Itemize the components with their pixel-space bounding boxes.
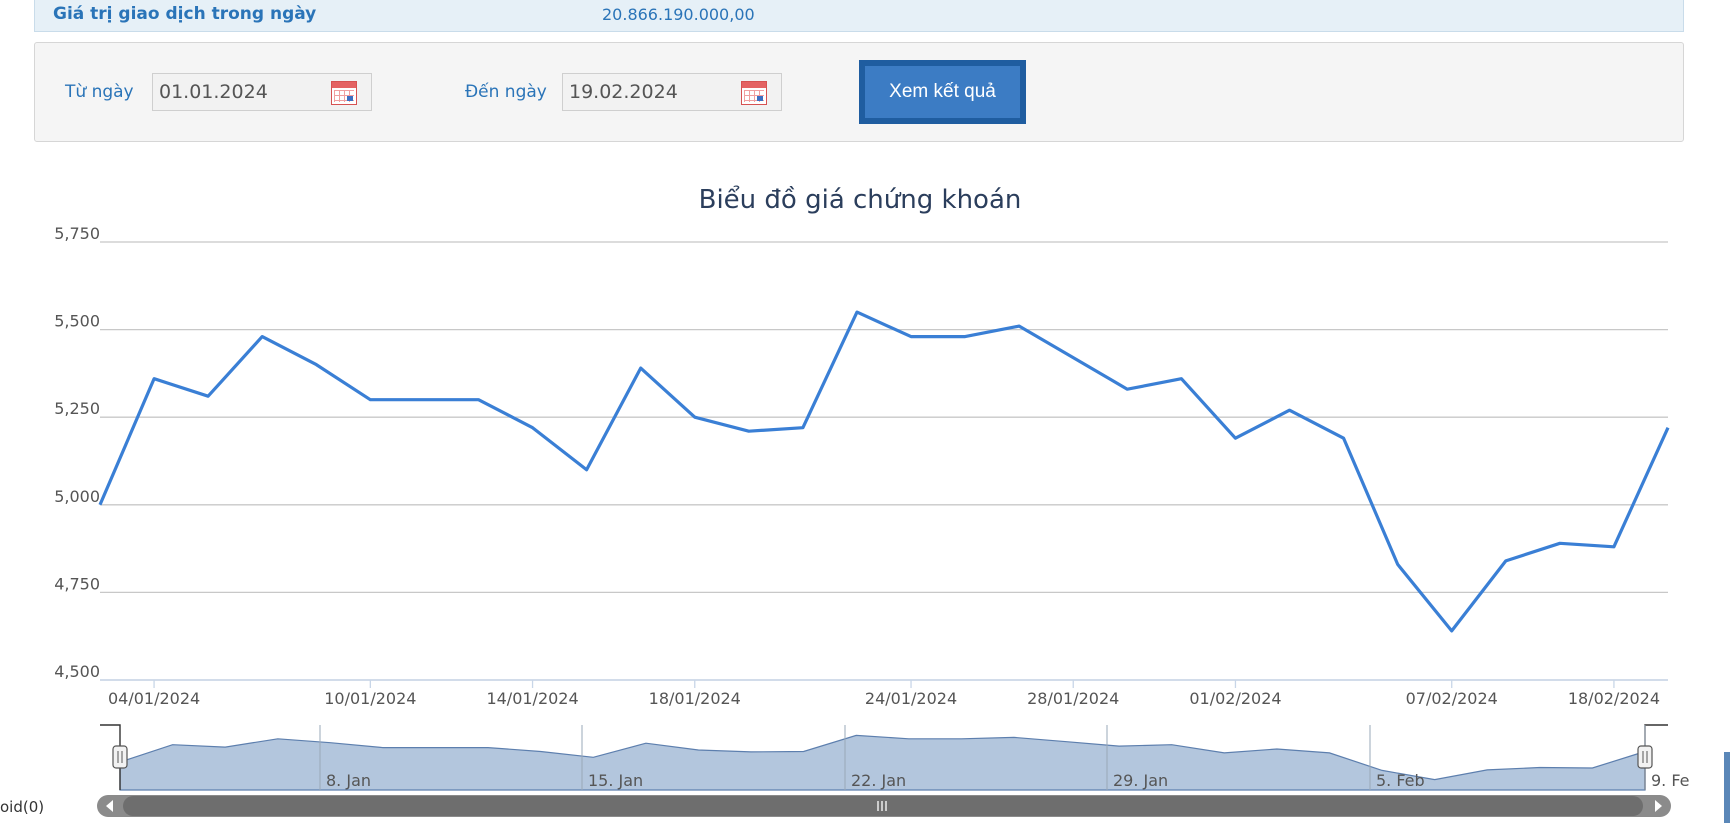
- x-tick-label: 07/02/2024: [1406, 689, 1498, 708]
- status-text: oid(0): [0, 798, 45, 816]
- scroll-right-arrow-icon[interactable]: [1655, 800, 1662, 812]
- x-axis-labels: 04/01/2024 10/01/2024 14/01/2024 18/01/2024…: [108, 680, 1660, 708]
- view-results-label: Xem kết quả: [865, 66, 1020, 118]
- y-tick-label: 5,000: [54, 487, 100, 506]
- y-tick-label: 4,500: [54, 662, 100, 681]
- x-tick-label: 18/01/2024: [649, 689, 741, 708]
- navigator-label: 15. Jan: [588, 771, 643, 790]
- y-tick-label: 4,750: [54, 574, 100, 593]
- navigator-label: 9. Fe: [1651, 771, 1690, 790]
- navigator-label: 8. Jan: [326, 771, 371, 790]
- navigator-handle[interactable]: [112, 745, 128, 769]
- view-results-button[interactable]: Xem kết quả: [859, 60, 1026, 124]
- from-date-label: Từ ngày: [65, 82, 134, 102]
- to-date-label: Đến ngày: [465, 82, 547, 102]
- x-tick-label: 10/01/2024: [324, 689, 416, 708]
- navigator-label: 29. Jan: [1113, 771, 1168, 790]
- x-tick-label: 28/01/2024: [1027, 689, 1119, 708]
- navigator-label: 5. Feb: [1376, 771, 1425, 790]
- grid-lines: [100, 241, 1668, 681]
- y-tick-label: 5,500: [54, 312, 100, 331]
- daily-trading-value-row: Giá trị giao dịch trong ngày 20.866.190.…: [34, 0, 1684, 32]
- chart-title: Biểu đồ giá chứng khoán: [699, 184, 1022, 215]
- range-navigator[interactable]: 8. Jan 15. Jan 22. Jan 29. Jan 5. Feb 9. Fe: [97, 724, 1690, 817]
- calendar-icon[interactable]: [331, 81, 357, 105]
- date-filter-panel: Từ ngày Đến ngày Xem kết quả: [34, 42, 1684, 142]
- y-tick-label: 5,750: [54, 224, 100, 243]
- navigator-handle[interactable]: [1637, 745, 1653, 769]
- daily-trading-value-label: Giá trị giao dịch trong ngày: [53, 4, 317, 24]
- price-series: [98, 310, 1670, 633]
- x-tick-label: 14/01/2024: [486, 689, 578, 708]
- x-tick-label: 01/02/2024: [1189, 689, 1281, 708]
- from-date-field[interactable]: [152, 73, 372, 111]
- x-tick-label: 04/01/2024: [108, 689, 200, 708]
- x-tick-label: 18/02/2024: [1568, 689, 1660, 708]
- daily-trading-value: 20.866.190.000,00: [602, 5, 755, 24]
- y-axis-labels: 5,750 5,500 5,250 5,000 4,750 4,500: [54, 224, 100, 681]
- scroll-left-arrow-icon[interactable]: [106, 800, 113, 812]
- navigator-area: [119, 734, 1646, 791]
- y-tick-label: 5,250: [54, 399, 100, 418]
- price-line: [98, 310, 1670, 633]
- stock-price-chart: Biểu đồ giá chứng khoán 5,7505,5005,2505…: [54, 184, 1690, 817]
- to-date-field[interactable]: [562, 73, 782, 111]
- scrollbar-thumb[interactable]: [123, 796, 1643, 816]
- calendar-icon[interactable]: [741, 81, 767, 105]
- x-tick-label: 24/01/2024: [865, 689, 957, 708]
- edge-widget[interactable]: [1724, 752, 1730, 823]
- navigator-label: 22. Jan: [851, 771, 906, 790]
